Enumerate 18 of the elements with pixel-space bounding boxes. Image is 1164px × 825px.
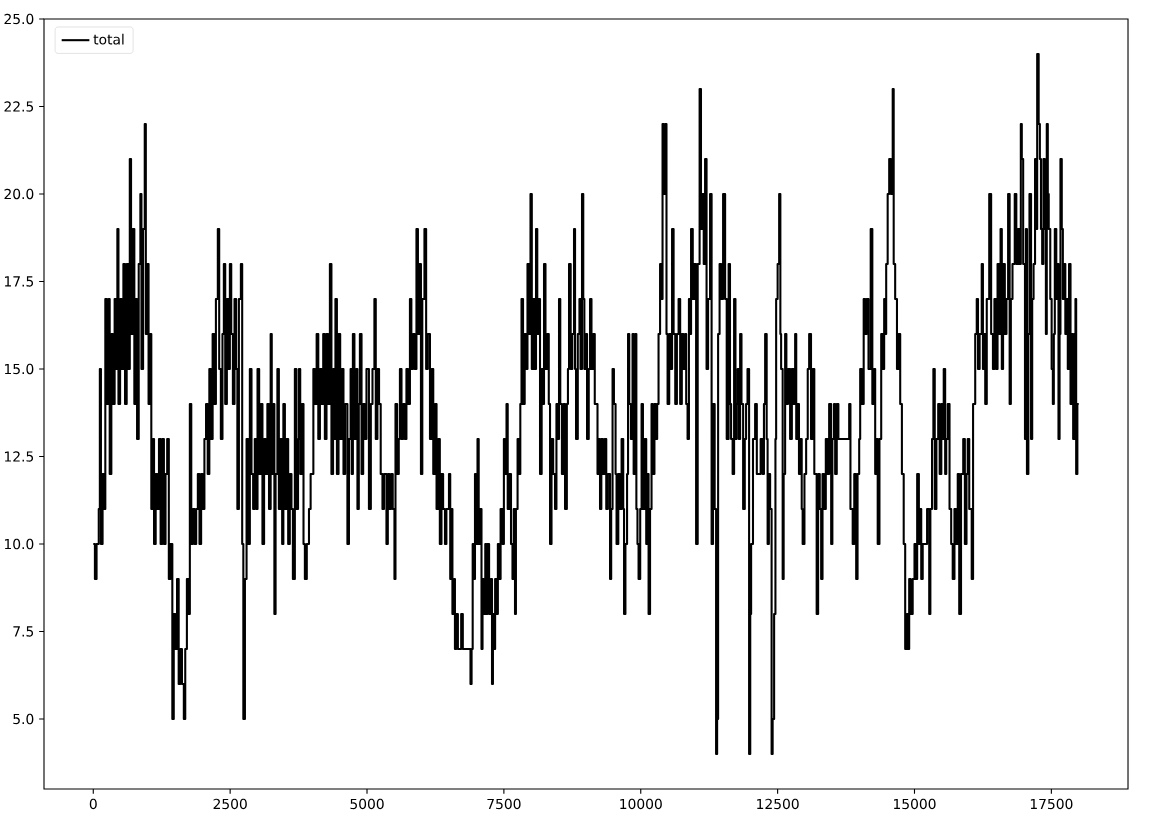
x-tick-label: 5000 bbox=[350, 798, 384, 810]
y-tick-label: 10.0 bbox=[4, 538, 34, 550]
y-tick-label: 12.5 bbox=[4, 451, 34, 462]
y-tick-label: 15.0 bbox=[4, 363, 34, 375]
y-tick-label: 7.5 bbox=[13, 626, 34, 637]
x-tick-label: 17500 bbox=[1030, 798, 1073, 810]
x-tick-label: 12500 bbox=[757, 798, 799, 810]
x-tick-label: 10000 bbox=[620, 798, 662, 810]
x-tick-label: 7500 bbox=[487, 798, 521, 810]
y-tick-label: 22.5 bbox=[4, 101, 34, 112]
y-tick-label: 25.0 bbox=[4, 13, 34, 25]
legend-label: total bbox=[93, 33, 124, 45]
y-tick-label: 17.5 bbox=[4, 276, 34, 287]
y-tick-label: 5.0 bbox=[13, 713, 34, 725]
y-tick-label: 20.0 bbox=[4, 188, 34, 200]
x-tick-label: 0 bbox=[89, 798, 97, 810]
x-tick-label: 2500 bbox=[213, 798, 247, 810]
x-tick-label: 15000 bbox=[894, 798, 936, 810]
